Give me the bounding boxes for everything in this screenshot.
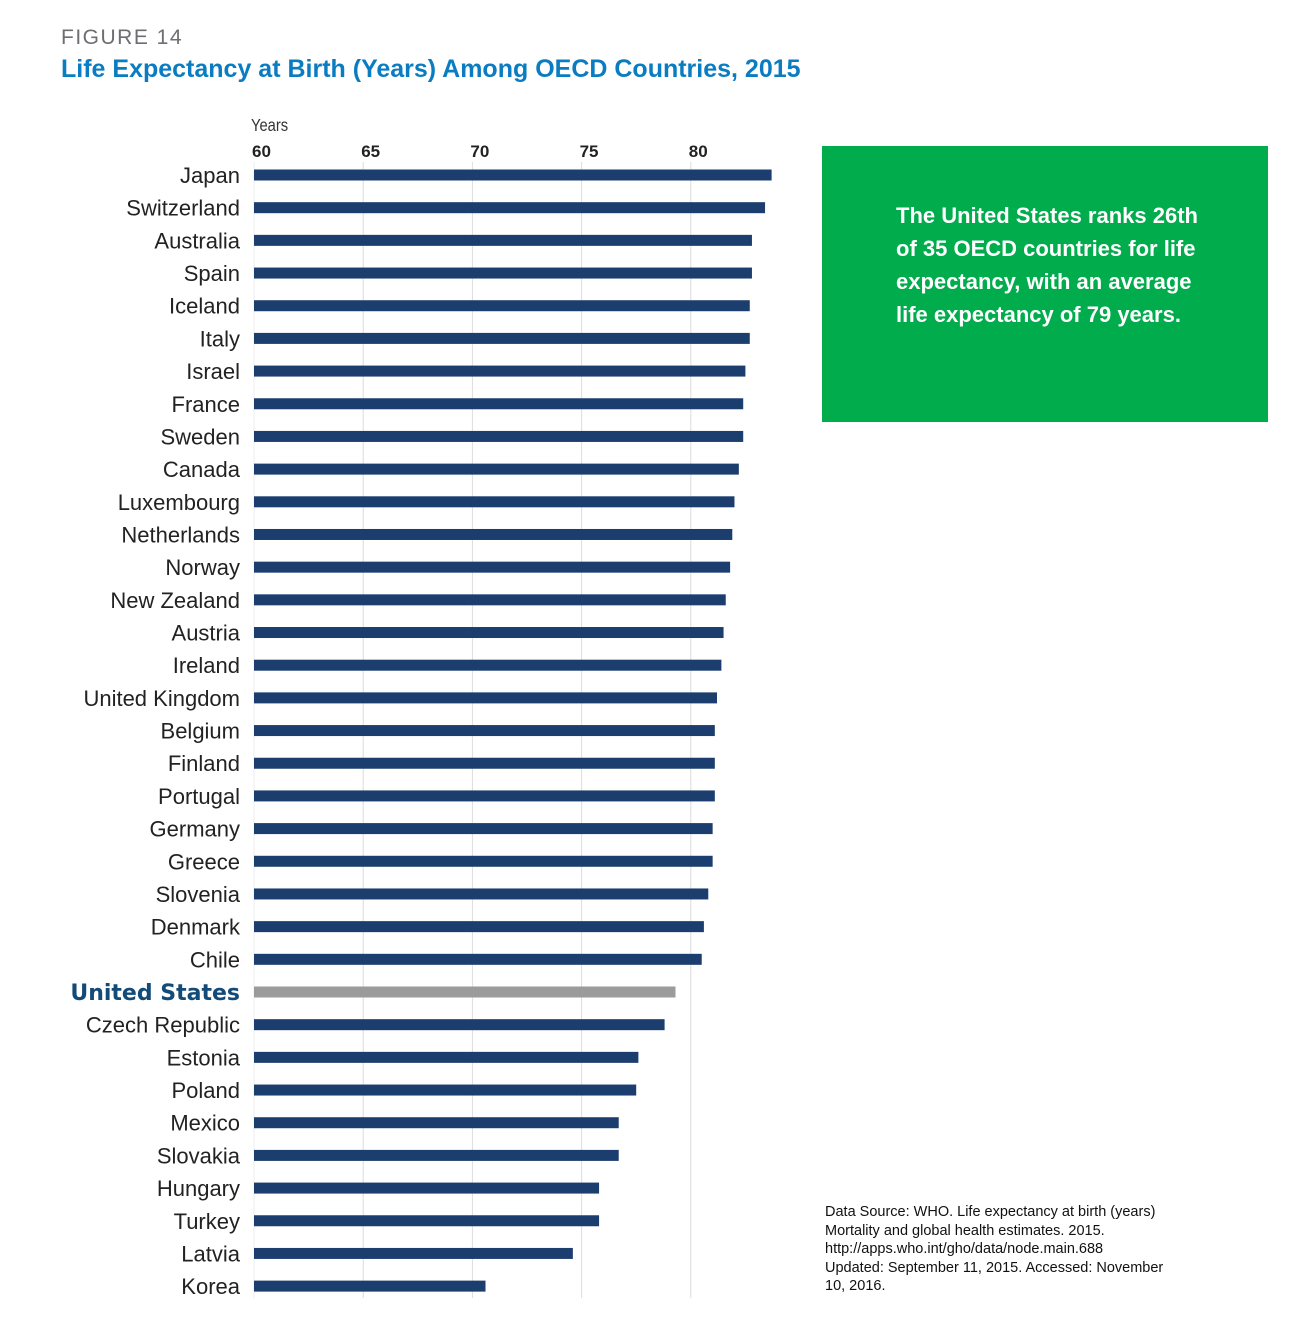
category-label: Poland (171, 1078, 240, 1103)
bar-belgium (254, 725, 715, 737)
bar-new-zealand (254, 594, 726, 606)
category-label: Chile (190, 947, 240, 972)
bar-norway (254, 561, 731, 573)
bar-mexico (254, 1117, 619, 1129)
category-label: Canada (163, 457, 241, 482)
x-tick-label: 70 (470, 142, 489, 161)
bar-iceland (254, 300, 750, 312)
category-label: Denmark (151, 915, 241, 940)
bar-denmark (254, 921, 704, 933)
category-label: Germany (150, 817, 240, 842)
category-label: Greece (168, 849, 240, 874)
bar-germany (254, 823, 713, 835)
category-label: United States (70, 981, 240, 1006)
category-label: United Kingdom (83, 686, 240, 711)
category-label: Mexico (170, 1111, 240, 1136)
bar-czech-republic (254, 1019, 665, 1031)
category-label: Iceland (169, 294, 240, 319)
category-label: Hungary (157, 1176, 240, 1201)
bar-hungary (254, 1182, 600, 1194)
x-tick-label: 60 (252, 142, 271, 161)
category-label: Slovenia (156, 882, 241, 907)
bar-korea (254, 1280, 486, 1292)
category-label: New Zealand (110, 588, 240, 613)
category-label: Portugal (158, 784, 240, 809)
bar-austria (254, 627, 724, 639)
category-label: Sweden (160, 424, 240, 449)
figure-label: FIGURE 14 (61, 26, 184, 49)
x-axis-label: Years (251, 116, 288, 136)
callout-box: The United States ranks 26th of 35 OECD … (822, 146, 1268, 422)
bar-poland (254, 1084, 637, 1096)
bar-spain (254, 267, 752, 279)
category-label: Turkey (174, 1209, 240, 1234)
category-label: Israel (186, 359, 240, 384)
category-label: Australia (154, 228, 240, 253)
bar-canada (254, 463, 739, 475)
x-tick-label: 75 (580, 142, 599, 161)
category-label: Norway (165, 555, 240, 580)
bar-switzerland (254, 202, 766, 214)
bar-greece (254, 855, 713, 867)
bar-finland (254, 757, 715, 769)
bar-turkey (254, 1215, 600, 1227)
callout-text: The United States ranks 26th of 35 OECD … (896, 203, 1198, 327)
bar-slovenia (254, 888, 709, 900)
category-label: Austria (172, 621, 241, 646)
data-source-note: Data Source: WHO. Life expectancy at bir… (825, 1204, 1164, 1294)
x-tick-label: 80 (689, 142, 708, 161)
bar-france (254, 398, 744, 410)
bar-sweden (254, 430, 744, 442)
bar-israel (254, 365, 746, 377)
category-label: Netherlands (121, 522, 240, 547)
bar-ireland (254, 659, 722, 671)
chart-title: Life Expectancy at Birth (Years) Among O… (61, 55, 801, 83)
category-label: Korea (181, 1274, 240, 1299)
bar-japan (254, 169, 772, 181)
bar-netherlands (254, 528, 733, 540)
category-label: Finland (168, 751, 240, 776)
bar-slovakia (254, 1149, 619, 1161)
category-label: Slovakia (157, 1143, 241, 1168)
category-label: Italy (200, 326, 240, 351)
category-label: Czech Republic (86, 1013, 240, 1038)
category-label: Luxembourg (118, 490, 240, 515)
category-label: France (172, 392, 240, 417)
category-label: Estonia (167, 1045, 241, 1070)
bar-chile (254, 953, 702, 965)
bar-united-kingdom (254, 692, 718, 704)
bar-latvia (254, 1247, 573, 1259)
category-label: Latvia (181, 1241, 240, 1266)
bar-united-states (254, 986, 676, 998)
category-label: Switzerland (126, 196, 240, 221)
category-label: Spain (184, 261, 240, 286)
bar-australia (254, 234, 752, 246)
bar-italy (254, 332, 750, 344)
bar-estonia (254, 1051, 639, 1063)
bar-portugal (254, 790, 715, 802)
x-tick-label: 65 (361, 142, 380, 161)
bar-luxembourg (254, 496, 735, 508)
category-label: Belgium (161, 719, 240, 744)
category-label: Ireland (173, 653, 240, 678)
category-label: Japan (180, 163, 240, 188)
